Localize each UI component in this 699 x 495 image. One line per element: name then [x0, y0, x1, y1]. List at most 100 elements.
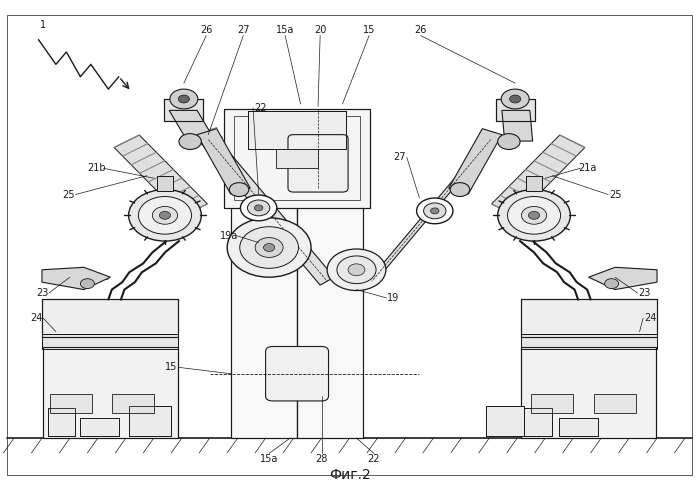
Bar [50, 394, 92, 413]
Bar [224, 109, 370, 208]
Circle shape [510, 95, 521, 103]
Bar [521, 299, 657, 337]
Polygon shape [114, 135, 208, 216]
Text: 24: 24 [644, 313, 656, 323]
Bar [297, 163, 363, 438]
Circle shape [178, 95, 189, 103]
Circle shape [498, 134, 520, 149]
Bar [234, 116, 360, 200]
Bar [224, 109, 370, 208]
Bar [231, 163, 297, 438]
Circle shape [450, 183, 470, 197]
Bar [48, 408, 75, 436]
Circle shape [254, 205, 263, 211]
Text: 26: 26 [415, 25, 427, 35]
Text: 23: 23 [36, 288, 48, 298]
Bar [42, 334, 178, 349]
Bar [297, 163, 363, 438]
Circle shape [129, 190, 201, 241]
Circle shape [247, 200, 270, 216]
Text: 25: 25 [62, 190, 75, 199]
Bar [42, 334, 178, 349]
Text: 20: 20 [314, 25, 326, 35]
FancyBboxPatch shape [266, 346, 329, 401]
Polygon shape [491, 135, 585, 216]
Bar [43, 347, 178, 438]
Text: 26: 26 [200, 25, 212, 35]
Bar [80, 418, 119, 436]
Bar [129, 406, 171, 436]
Circle shape [521, 206, 547, 224]
Bar [524, 408, 552, 436]
Bar [248, 111, 346, 148]
Text: 23: 23 [638, 288, 651, 298]
Polygon shape [197, 129, 250, 194]
Bar [521, 334, 657, 349]
Polygon shape [201, 136, 334, 285]
Bar [559, 418, 598, 436]
Bar [486, 406, 524, 436]
Circle shape [152, 206, 178, 224]
Circle shape [179, 134, 201, 149]
Text: 28: 28 [315, 454, 328, 464]
Text: 21a: 21a [578, 163, 596, 173]
Text: 22: 22 [254, 103, 266, 113]
Circle shape [507, 197, 561, 234]
Circle shape [227, 218, 311, 277]
Text: 27: 27 [394, 152, 406, 162]
Circle shape [501, 89, 529, 109]
Text: 24: 24 [30, 313, 43, 323]
Bar [521, 347, 656, 438]
Circle shape [337, 256, 376, 284]
Circle shape [255, 238, 283, 257]
Circle shape [431, 208, 439, 214]
Bar [42, 299, 178, 337]
Circle shape [264, 244, 275, 251]
Bar [164, 99, 203, 121]
Circle shape [80, 279, 94, 289]
FancyBboxPatch shape [288, 135, 348, 192]
Bar [521, 334, 657, 349]
Text: 22: 22 [368, 454, 380, 464]
Text: 19a: 19a [220, 231, 238, 241]
Text: Фиг.2: Фиг.2 [329, 468, 370, 482]
Bar [531, 394, 573, 413]
Bar [129, 406, 171, 436]
Text: 21b: 21b [87, 163, 106, 173]
Bar [80, 418, 119, 436]
Bar [496, 99, 535, 121]
Circle shape [138, 197, 192, 234]
Bar [521, 347, 656, 438]
Bar [157, 176, 173, 191]
Text: 27: 27 [237, 25, 250, 35]
Circle shape [348, 264, 365, 276]
Bar [276, 148, 318, 168]
Circle shape [327, 249, 386, 291]
Bar [164, 99, 203, 121]
Bar [248, 111, 346, 148]
Bar [43, 347, 178, 438]
Text: 15: 15 [363, 25, 375, 35]
Text: 25: 25 [609, 190, 621, 199]
Bar [112, 394, 154, 413]
Circle shape [417, 198, 453, 224]
Text: 15a: 15a [276, 25, 294, 35]
Circle shape [240, 227, 298, 268]
Bar [42, 299, 178, 337]
Text: 15a: 15a [260, 454, 278, 464]
Circle shape [528, 211, 540, 219]
Bar [231, 163, 297, 438]
Polygon shape [169, 110, 215, 141]
Bar [594, 394, 636, 413]
Bar [526, 176, 542, 191]
Bar [496, 99, 535, 121]
Circle shape [229, 183, 249, 197]
Bar [559, 418, 598, 436]
Polygon shape [449, 129, 502, 194]
Text: 15: 15 [165, 362, 178, 372]
Polygon shape [365, 136, 498, 285]
Circle shape [170, 89, 198, 109]
Text: 19: 19 [387, 293, 400, 303]
Circle shape [498, 190, 570, 241]
Circle shape [424, 203, 446, 219]
